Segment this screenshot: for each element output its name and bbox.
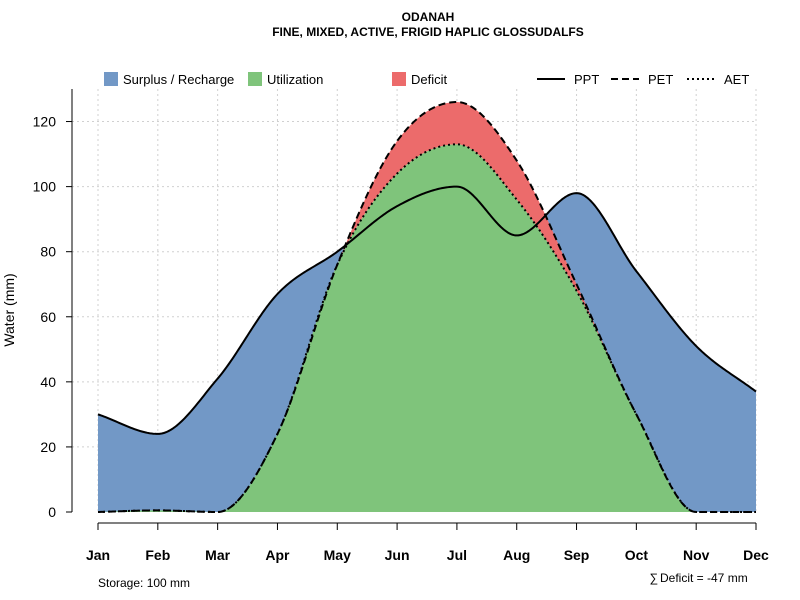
y-tick-label-100: 100 <box>33 179 57 195</box>
legend-swatch-deficit <box>392 72 406 86</box>
legend-label-ppt: PPT <box>574 72 599 87</box>
x-tick-label-jan: Jan <box>86 547 110 563</box>
series-line-aet <box>97 143 756 513</box>
legend-label-surplus: Surplus / Recharge <box>123 72 234 87</box>
legend-label-utilization: Utilization <box>267 72 323 87</box>
series-lines <box>97 101 757 513</box>
x-tick-label-sep: Sep <box>564 547 590 563</box>
x-tick-label-dec: Dec <box>743 547 769 563</box>
legend-label-aet: AET <box>724 72 749 87</box>
series-line-ppt <box>97 185 757 435</box>
x-tick-label-nov: Nov <box>683 547 710 563</box>
x-tick-label-feb: Feb <box>145 547 170 563</box>
y-tick-label-80: 80 <box>40 244 56 260</box>
x-tick-label-may: May <box>324 547 351 563</box>
deficit-note: Deficit = -47 mm <box>660 571 748 585</box>
y-tick-label-40: 40 <box>40 374 56 390</box>
y-tick-label-0: 0 <box>48 504 56 520</box>
x-tick-label-aug: Aug <box>503 547 530 563</box>
storage-note: Storage: 100 mm <box>98 576 190 590</box>
x-tick-label-apr: Apr <box>265 547 290 563</box>
legend-label-deficit: Deficit <box>411 72 448 87</box>
y-tick-label-120: 120 <box>33 114 57 130</box>
legend-label-pet: PET <box>648 72 673 87</box>
x-tick-label-oct: Oct <box>625 547 649 563</box>
legend: Surplus / Recharge Utilization Deficit P… <box>104 72 749 87</box>
chart-subtitle: FINE, MIXED, ACTIVE, FRIGID HAPLIC GLOSS… <box>272 25 584 39</box>
y-axis-title: Water (mm) <box>1 273 17 346</box>
chart-title: ODANAH <box>402 10 455 24</box>
y-tick-label-20: 20 <box>40 439 56 455</box>
area-utilization <box>98 144 756 512</box>
deficit-sum-symbol: ∑ <box>649 571 658 585</box>
legend-swatch-surplus <box>104 72 118 86</box>
legend-swatch-utilization <box>248 72 262 86</box>
x-tick-label-jun: Jun <box>385 547 410 563</box>
areas <box>98 102 756 513</box>
x-tick-label-mar: Mar <box>205 547 230 563</box>
axes: 0 20 40 60 80 100 120 Jan Feb Mar Apr May Jun Jul Aug S… <box>33 89 769 563</box>
x-tick-label-jul: Jul <box>447 547 467 563</box>
y-tick-label-60: 60 <box>40 309 56 325</box>
